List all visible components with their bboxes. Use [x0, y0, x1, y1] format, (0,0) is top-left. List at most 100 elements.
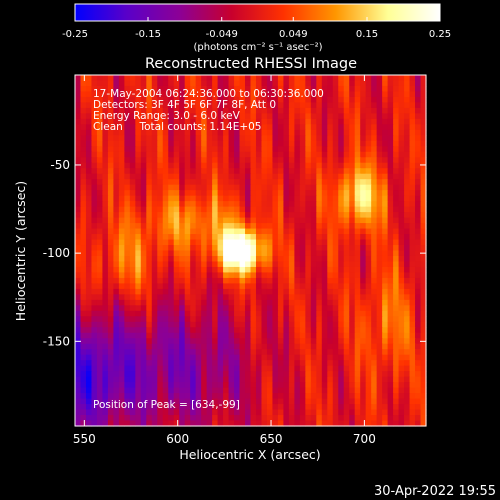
heatmap-cell [321, 179, 328, 186]
heatmap-cell [398, 184, 405, 191]
heatmap-cell [321, 387, 328, 394]
heatmap-cell [327, 162, 334, 169]
heatmap-cell [190, 179, 197, 186]
heatmap-cell [393, 80, 400, 87]
heatmap-cell [107, 239, 114, 246]
heatmap-cell [283, 255, 290, 263]
heatmap-cell [184, 118, 191, 125]
heatmap-cell [360, 179, 367, 186]
heatmap-cell [294, 266, 301, 274]
heatmap-cell [135, 338, 142, 345]
heatmap-cell [277, 387, 284, 394]
heatmap-cell [91, 102, 98, 109]
heatmap-cell [75, 393, 82, 400]
heatmap-cell [261, 360, 268, 367]
heatmap-cell [173, 338, 180, 345]
heatmap-cell [360, 217, 367, 224]
heatmap-cell [212, 217, 219, 224]
heatmap-cell [195, 184, 202, 191]
heatmap-cell [420, 415, 427, 422]
heatmap-cell [173, 91, 180, 98]
heatmap-cell [201, 91, 208, 98]
heatmap-cell [338, 354, 345, 361]
heatmap-cell [195, 294, 202, 301]
heatmap-cell [266, 206, 274, 213]
heatmap-cell [354, 338, 361, 345]
heatmap-cell [266, 365, 274, 372]
heatmap-cell [261, 321, 268, 328]
heatmap-cell [239, 420, 246, 427]
heatmap-cell [245, 146, 252, 153]
heatmap-cell [91, 299, 98, 306]
heatmap-cell [113, 201, 120, 208]
heatmap-cell [157, 223, 164, 230]
heatmap-cell [140, 140, 147, 147]
heatmap-cell [415, 239, 422, 246]
heatmap-cell [168, 124, 175, 131]
heatmap-cell [91, 310, 98, 317]
heatmap-cell [190, 305, 197, 312]
heatmap-cell [288, 354, 295, 361]
heatmap-cell [206, 234, 213, 241]
heatmap-cell [129, 266, 136, 274]
heatmap-cell [415, 75, 422, 82]
heatmap-cell [124, 217, 131, 224]
heatmap-cell [91, 288, 98, 295]
heatmap-cell [206, 91, 213, 98]
heatmap-cell [327, 365, 334, 372]
heatmap-cell [157, 107, 164, 114]
heatmap-cell [179, 113, 186, 120]
heatmap-cell [140, 365, 147, 372]
heatmap-cell [239, 91, 246, 98]
heatmap-cell [201, 124, 208, 131]
heatmap-cell [168, 420, 175, 427]
heatmap-cell [190, 365, 197, 372]
heatmap-cell [102, 173, 109, 180]
heatmap-cell [201, 223, 208, 230]
heatmap-cell [404, 228, 411, 235]
heatmap-cell [332, 332, 339, 339]
heatmap-cell [151, 354, 158, 361]
heatmap-cell [135, 223, 142, 230]
heatmap-cell [228, 387, 235, 394]
heatmap-cell [184, 190, 191, 197]
heatmap-cell [96, 299, 104, 306]
heatmap-cell [376, 294, 383, 301]
heatmap-cell [382, 140, 389, 147]
heatmap-cell [107, 190, 114, 197]
heatmap-cell [288, 212, 295, 219]
heatmap-cell [272, 343, 279, 350]
heatmap-cell [376, 239, 383, 246]
heatmap-cell [179, 343, 186, 350]
heatmap-cell [239, 173, 246, 180]
heatmap-cell [393, 184, 400, 191]
heatmap-cell [283, 261, 290, 268]
heatmap-cell [201, 343, 208, 350]
heatmap-cell [212, 321, 219, 328]
heatmap-cell [316, 157, 323, 164]
heatmap-cell [393, 321, 400, 328]
heatmap-cell [151, 245, 158, 252]
heatmap-cell [354, 223, 361, 230]
heatmap-cell [299, 173, 306, 180]
heatmap-cell [179, 398, 186, 405]
heatmap-cell [168, 299, 175, 306]
heatmap-cell [338, 184, 345, 191]
heatmap-cell [113, 206, 120, 213]
heatmap-cell [272, 393, 279, 400]
heatmap-cell [228, 113, 235, 120]
heatmap-cell [234, 404, 241, 411]
heatmap-cell [277, 360, 284, 367]
heatmap-cell [129, 409, 136, 416]
heatmap-cell [151, 91, 158, 98]
heatmap-cell [365, 140, 372, 147]
heatmap-cell [332, 118, 339, 125]
heatmap-cell [162, 387, 169, 394]
heatmap-cell [327, 387, 334, 394]
heatmap-cell [255, 255, 263, 263]
heatmap-cell [354, 245, 361, 252]
heatmap-cell [245, 228, 252, 235]
heatmap-cell [184, 146, 191, 153]
heatmap-cell [393, 217, 400, 224]
heatmap-cell [255, 310, 263, 317]
